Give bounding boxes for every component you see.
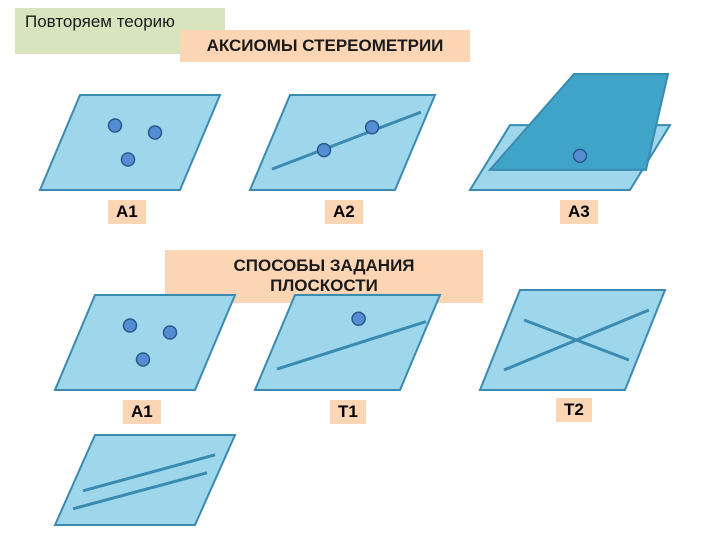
plane-a1-top	[40, 95, 220, 190]
label-t1: Т1	[330, 400, 366, 424]
plane-a3	[470, 72, 670, 190]
label-a2: А2	[325, 200, 363, 224]
label-a1-bottom: А1	[123, 400, 161, 424]
plane-extra	[55, 435, 235, 525]
label-a3: А3	[560, 200, 598, 224]
title-axioms: АКСИОМЫ СТЕРЕОМЕТРИИ	[180, 30, 470, 62]
plane-a1-bottom	[55, 295, 235, 390]
plane-t1	[255, 295, 440, 390]
plane-t2	[480, 290, 665, 390]
label-a1-top: А1	[108, 200, 146, 224]
plane-a2	[250, 95, 435, 190]
label-t2: Т2	[556, 398, 592, 422]
